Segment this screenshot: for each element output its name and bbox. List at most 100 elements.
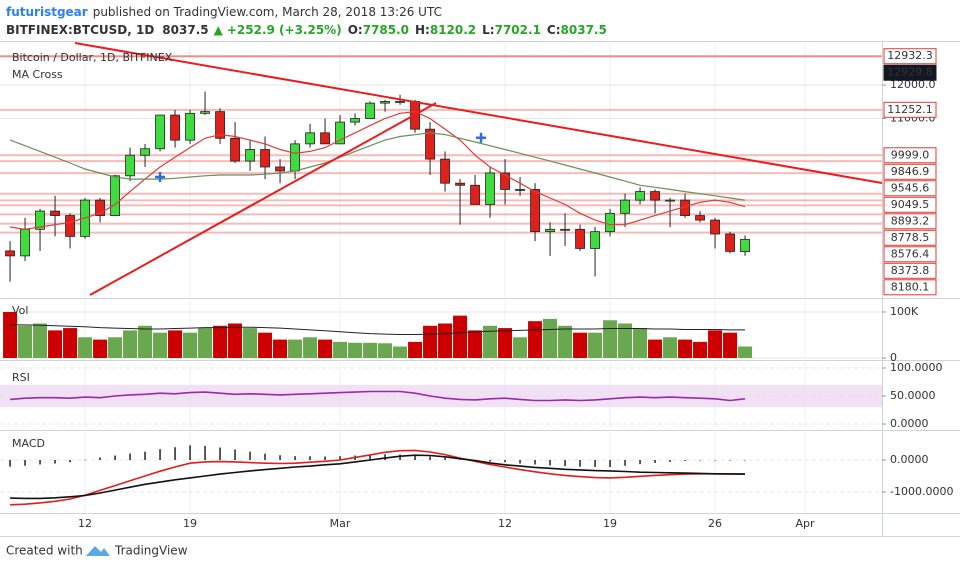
- volume-bar: [303, 337, 318, 358]
- volume-bar: [588, 332, 603, 358]
- candle-body: [320, 132, 330, 145]
- macd-histogram: [54, 460, 56, 464]
- macd-histogram: [489, 460, 491, 462]
- candle-body: [590, 231, 600, 249]
- macd-histogram: [129, 453, 131, 460]
- macd-histogram: [504, 460, 506, 463]
- candle-body: [635, 191, 645, 201]
- macd-histogram: [204, 445, 206, 460]
- x-tick-label: 19: [183, 517, 197, 530]
- macd-histogram: [459, 459, 461, 460]
- macd-histogram: [159, 449, 161, 460]
- candle-body: [305, 132, 315, 145]
- volume-bar: [708, 330, 723, 358]
- candle-body: [725, 233, 735, 252]
- volume-bar: [528, 321, 543, 358]
- x-tick-label: 12: [78, 517, 92, 530]
- candle-body: [740, 238, 750, 253]
- volume-bar: [423, 325, 438, 358]
- indicator-line: [10, 454, 746, 500]
- macd-histogram: [189, 445, 191, 460]
- volume-bar: [363, 342, 378, 358]
- volume-bar: [63, 328, 78, 358]
- volume-bar: [183, 332, 198, 358]
- change: +252.9 (+3.25%): [227, 23, 342, 37]
- level-label: 12932.3: [887, 49, 933, 62]
- volume-bar: [348, 342, 363, 358]
- candle-body: [500, 172, 510, 190]
- macd-histogram: [69, 460, 71, 463]
- macd-histogram: [144, 451, 146, 460]
- candle-body: [695, 215, 705, 221]
- macd-histogram: [114, 455, 116, 460]
- candle-body: [515, 189, 525, 191]
- y-tick-label: -1000.0000: [890, 485, 953, 498]
- volume-bar: [318, 339, 333, 358]
- volume-bar: [48, 330, 63, 358]
- macd-histogram: [324, 456, 326, 460]
- macd-histogram: [684, 460, 686, 461]
- macd-histogram: [669, 460, 671, 462]
- candle-body: [485, 172, 495, 205]
- footer-brand[interactable]: TradingView: [114, 544, 188, 558]
- volume-bar: [513, 337, 528, 358]
- volume-bar: [33, 323, 48, 358]
- logo[interactable]: [86, 546, 110, 556]
- macd-histogram: [654, 460, 656, 463]
- volume-bar: [618, 323, 633, 358]
- level-label-box: [883, 48, 937, 65]
- volume-bar: [678, 339, 693, 358]
- footer: Created with TradingView: [6, 544, 188, 558]
- level-label: 9846.9: [891, 165, 930, 178]
- macd-histogram: [279, 455, 281, 460]
- volume-bar: [693, 341, 708, 358]
- macd-histogram: [744, 460, 746, 461]
- symbol: BITFINEX:BTCUSD, 1D: [6, 23, 154, 37]
- volume-bar: [333, 341, 348, 358]
- macd-histogram: [249, 451, 251, 460]
- volume-bar: [93, 339, 108, 358]
- volume-bar: [243, 328, 258, 358]
- macd-histogram: [9, 460, 11, 467]
- level-label-box: [883, 101, 937, 118]
- trendline[interactable]: [74, 42, 882, 184]
- volume-bar: [273, 339, 288, 358]
- ohlc-label: L:: [482, 23, 494, 37]
- level-label-box: [883, 279, 937, 296]
- candle-body: [650, 191, 660, 201]
- y-tick-label: 100K: [890, 305, 919, 318]
- level-label: 8778.5: [891, 231, 930, 244]
- pane-frame: [0, 41, 960, 537]
- level-label: 9049.5: [891, 198, 930, 211]
- up-arrow: ▲: [214, 23, 224, 37]
- level-label: 11252.1: [887, 103, 933, 116]
- volume-bar: [603, 320, 618, 358]
- x-tick-label: 26: [708, 517, 722, 530]
- macd-histogram: [219, 447, 221, 460]
- macd-histogram: [84, 459, 86, 461]
- volume-bar: [3, 311, 18, 358]
- volume-bar: [723, 332, 738, 358]
- user[interactable]: futuristgear: [6, 5, 88, 19]
- rsi-band: [0, 384, 882, 408]
- candle-body: [470, 184, 480, 205]
- level-label: 9545.6: [891, 181, 930, 194]
- indicator-line: [10, 449, 746, 506]
- candle-body: [620, 199, 630, 214]
- y-tick-label: 0.0000: [890, 453, 929, 466]
- level-label: 8180.1: [891, 280, 930, 293]
- trendline[interactable]: [89, 102, 437, 296]
- level-label: 8576.4: [891, 247, 930, 260]
- level-label-box: [883, 196, 937, 213]
- y-tick-label: 50.0000: [890, 389, 936, 402]
- candle-body: [665, 199, 675, 202]
- ohlc-label: C:: [547, 23, 561, 37]
- macd-histogram: [444, 457, 446, 460]
- macd-histogram: [609, 460, 611, 468]
- candle-body: [335, 121, 345, 145]
- volume-bar: [633, 328, 648, 358]
- macd-histogram: [519, 460, 521, 464]
- macd-histogram: [399, 454, 401, 460]
